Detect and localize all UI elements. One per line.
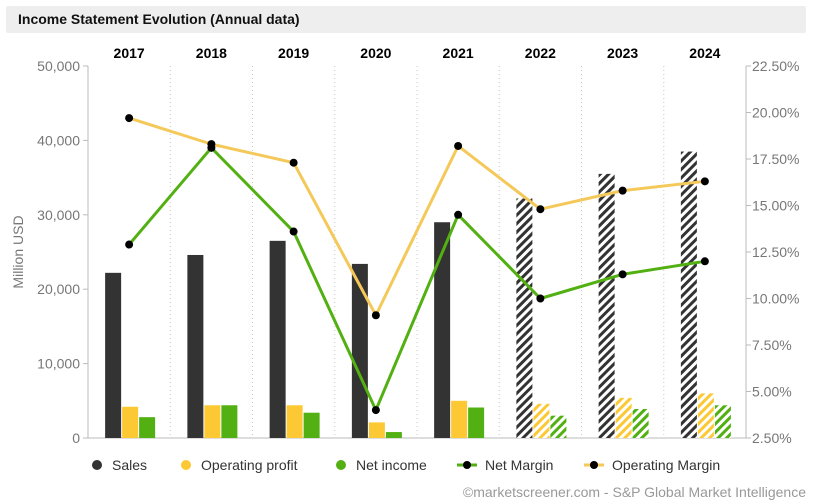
operating-margin-point	[618, 186, 627, 195]
legend-operating-margin-marker	[590, 461, 598, 469]
right-tick-label: 20.00%	[752, 105, 799, 121]
operating-profit-bar	[204, 405, 221, 438]
category-label: 2017	[114, 45, 145, 61]
operating-profit-bar	[286, 405, 303, 438]
category-label: 2021	[443, 45, 474, 61]
sales-bar	[351, 263, 368, 438]
operating-margin-point	[700, 177, 709, 186]
net-income-bar	[550, 415, 567, 438]
legend-operating-profit-marker	[181, 460, 191, 470]
operating-profit-bar	[697, 393, 714, 438]
net-margin-point	[207, 143, 216, 152]
right-tick-label: 2.50%	[752, 430, 792, 446]
right-tick-label: 10.00%	[752, 291, 799, 307]
net-income-bar	[632, 408, 649, 438]
chart-title: Income Statement Evolution (Annual data)	[18, 11, 300, 27]
operating-margin-point	[536, 205, 545, 214]
net-margin-point	[700, 257, 709, 266]
right-tick-label: 7.50%	[752, 337, 792, 353]
sales-bar	[516, 198, 533, 438]
operating-margin-point	[207, 140, 216, 149]
right-tick-label: 5.00%	[752, 384, 792, 400]
left-tick-label: 30,000	[37, 207, 80, 223]
right-tick-label: 22.50%	[752, 58, 799, 74]
left-tick-label: 10,000	[37, 356, 80, 372]
sales-bar	[680, 151, 697, 438]
left-tick-label: 50,000	[37, 58, 80, 74]
net-margin-point	[371, 406, 380, 415]
net-margin-point	[289, 227, 298, 236]
category-label: 2022	[525, 45, 556, 61]
sales-bar	[269, 240, 286, 438]
credit-text: ©marketscreener.com - S&P Global Market …	[463, 484, 806, 500]
net-margin-line	[127, 146, 706, 412]
operating-margin-point	[125, 114, 134, 123]
category-label: 2020	[360, 45, 391, 61]
operating-profit-bar	[533, 403, 550, 438]
net-margin-point	[536, 294, 545, 303]
sales-bar	[187, 254, 204, 438]
operating-margin-point	[371, 311, 380, 320]
sales-bar	[105, 272, 122, 438]
right-tick-label: 17.50%	[752, 151, 799, 167]
legend-net-margin-label: Net Margin	[485, 457, 553, 473]
chart-title-bar: Income Statement Evolution (Annual data)	[6, 6, 806, 33]
operating-margin-line	[128, 116, 706, 317]
net-margin-point	[618, 270, 627, 279]
operating-profit-bar	[368, 422, 385, 438]
category-label: 2019	[278, 45, 309, 61]
left-axis-label: Million USD	[10, 215, 26, 288]
operating-margin-point	[454, 141, 463, 150]
operating-profit-bar	[122, 406, 139, 438]
operating-profit-bar	[451, 400, 468, 438]
legend-net-margin-marker	[463, 461, 471, 469]
left-tick-label: 0	[72, 430, 80, 446]
net-income-bar	[468, 407, 485, 438]
legend-net-income-marker	[336, 460, 346, 470]
net-margin-point	[125, 240, 134, 249]
sales-bar	[598, 173, 615, 438]
net-income-bar	[385, 432, 402, 438]
legend-operating-margin-label: Operating Margin	[612, 457, 720, 473]
legend-net-income-label: Net income	[356, 457, 427, 473]
legend-sales-label: Sales	[112, 457, 147, 473]
operating-margin-point	[289, 158, 298, 167]
sales-bar	[434, 222, 451, 438]
net-income-bar	[139, 417, 156, 438]
net-margin-point	[454, 210, 463, 219]
right-tick-label: 12.50%	[752, 244, 799, 260]
net-income-bar	[221, 405, 238, 438]
category-label: 2023	[607, 45, 638, 61]
left-tick-label: 20,000	[37, 281, 80, 297]
legend-sales-marker	[92, 460, 102, 470]
category-label: 2018	[196, 45, 227, 61]
net-income-bar	[714, 405, 731, 438]
net-income-bar	[303, 412, 320, 438]
legend-operating-profit-label: Operating profit	[201, 457, 298, 473]
operating-profit-bar	[615, 397, 632, 438]
category-label: 2024	[689, 45, 720, 61]
left-tick-label: 40,000	[37, 132, 80, 148]
right-tick-label: 15.00%	[752, 198, 799, 214]
